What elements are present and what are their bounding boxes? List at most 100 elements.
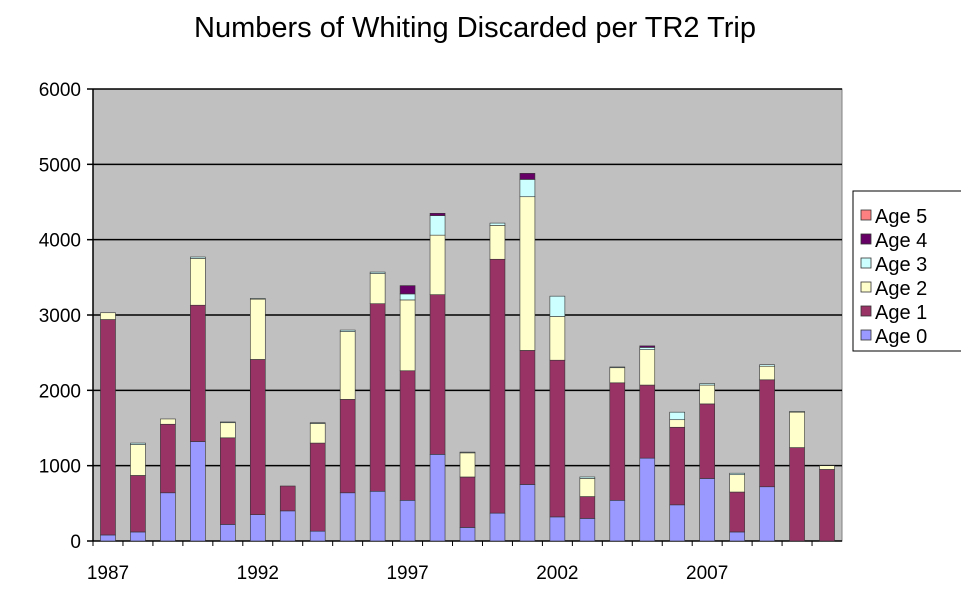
y-tick-label: 3000 <box>39 306 81 327</box>
legend-swatch <box>860 257 872 269</box>
bar-segment <box>699 383 715 386</box>
bar-segment <box>399 299 416 372</box>
bar-segment <box>549 295 566 317</box>
bar-segment <box>160 418 176 425</box>
legend-swatch <box>860 305 872 317</box>
bar-segment <box>819 465 835 470</box>
bar-segment <box>309 530 326 542</box>
bar-segment <box>639 345 656 348</box>
bar-segment <box>669 426 686 506</box>
bar-segment <box>729 491 745 533</box>
bar-segment <box>369 490 386 542</box>
bar-segment <box>429 454 446 542</box>
bar-segment <box>789 411 805 448</box>
bar-segment <box>489 258 506 514</box>
chart-title: Numbers of Whiting Discarded per TR2 Tri… <box>194 12 756 44</box>
bar-segment <box>429 234 446 295</box>
bar-segment <box>459 527 476 542</box>
y-tick-label: 5000 <box>39 155 81 176</box>
bar-segment <box>669 419 686 428</box>
x-tick-label: 1997 <box>386 563 428 584</box>
bar-segment <box>759 486 775 542</box>
bar-segment <box>549 516 566 542</box>
bar-segment <box>220 422 236 439</box>
bar-segment <box>100 319 116 536</box>
bar-segment <box>789 411 805 413</box>
bar-segment <box>279 510 296 542</box>
bar-segment <box>699 403 715 479</box>
bar-segment <box>220 437 236 525</box>
bar-segment <box>249 359 266 515</box>
legend-label: Age 1 <box>875 302 927 324</box>
bar-segment <box>489 512 506 542</box>
bar-segment <box>759 364 775 367</box>
bar-segment <box>339 399 356 494</box>
bar-segment <box>339 329 356 332</box>
bar-segment <box>639 457 656 542</box>
bar-segment <box>609 367 626 384</box>
bar-segment <box>729 472 745 476</box>
bar-segment <box>459 452 476 478</box>
bar-segment <box>160 423 176 494</box>
bar-segment <box>819 469 835 542</box>
bar-segment <box>639 349 656 386</box>
bar-segment <box>100 312 116 320</box>
bar-segment <box>729 474 745 493</box>
bar-segment <box>549 316 566 361</box>
bar-segment <box>729 531 745 542</box>
bar-segment <box>639 347 656 350</box>
bar-segment <box>579 476 596 479</box>
bar-segment <box>429 215 446 236</box>
bar-segment <box>459 476 476 528</box>
bar-segment <box>789 447 805 542</box>
bar-segment <box>519 196 536 351</box>
bar-segment <box>549 359 566 518</box>
bar-segment <box>609 500 626 542</box>
legend-swatch <box>860 281 872 293</box>
legend-swatch <box>860 233 872 245</box>
bar-segment <box>399 293 416 301</box>
bar-segment <box>369 303 386 492</box>
bar-segment <box>519 173 536 180</box>
bar-segment <box>579 478 596 497</box>
bar-segment <box>519 350 536 485</box>
bar-segment <box>339 331 356 400</box>
bar-segment <box>130 475 146 533</box>
bar-segment <box>429 294 446 455</box>
bar-segment <box>190 258 206 306</box>
bar-segment <box>399 370 416 501</box>
bar-segment <box>459 451 476 454</box>
bar-segment <box>249 298 266 360</box>
bar-segment <box>669 504 686 542</box>
bar-segment <box>130 444 146 476</box>
bar-segment <box>100 534 116 542</box>
bar-segment <box>160 492 176 542</box>
bar-segment <box>759 365 775 381</box>
bar-segment <box>429 213 446 216</box>
legend-swatch <box>860 329 872 341</box>
bar-segment <box>309 422 326 424</box>
legend-swatch <box>860 209 872 221</box>
bar-segment <box>699 384 715 405</box>
legend-label: Age 2 <box>875 278 927 300</box>
bar-segment <box>369 271 386 274</box>
bar-segment <box>579 518 596 542</box>
bar-segment <box>220 524 236 542</box>
bar-segment <box>519 179 536 198</box>
bar-segment <box>309 442 326 532</box>
y-tick-label: 0 <box>70 532 81 553</box>
y-tick-label: 4000 <box>39 231 81 252</box>
bar-segment <box>399 500 416 542</box>
bar-segment <box>369 273 386 305</box>
bar-segment <box>609 366 626 369</box>
x-tick-label: 2002 <box>536 563 578 584</box>
bar-segment <box>639 384 656 459</box>
bar-segment <box>220 421 236 424</box>
bar-segment <box>579 496 596 519</box>
y-tick-label: 2000 <box>39 381 81 402</box>
bar-segment <box>759 379 775 488</box>
bar-segment <box>519 484 536 542</box>
bar-segment <box>489 225 506 260</box>
y-tick-label: 6000 <box>39 80 81 101</box>
